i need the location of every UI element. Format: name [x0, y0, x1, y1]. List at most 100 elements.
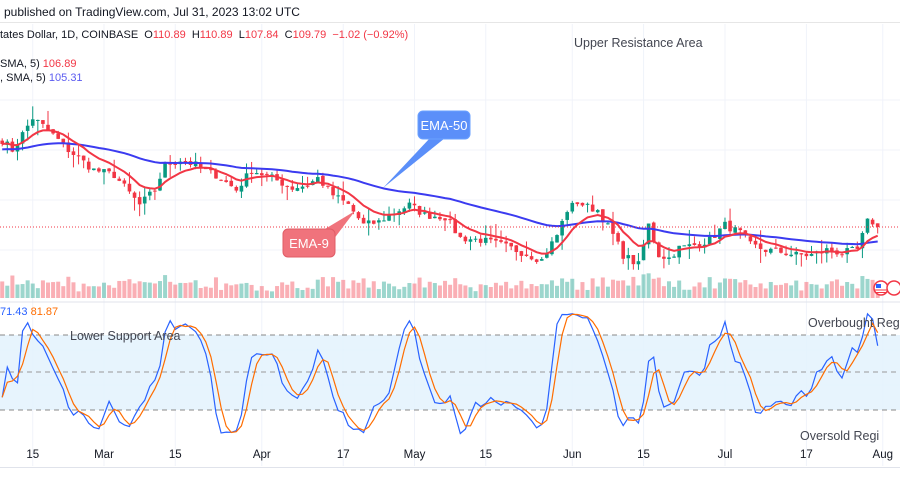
stoch-k-line: [1, 312, 879, 435]
volume-bar: [860, 276, 865, 298]
volume-bar: [712, 288, 717, 298]
volume-bars: [0, 273, 880, 298]
volume-bar: [366, 287, 371, 298]
candle-body: [723, 221, 727, 229]
volume-bar: [66, 276, 71, 298]
volume-bar: [677, 280, 682, 298]
candle-body: [763, 249, 768, 252]
candle-body: [875, 223, 880, 227]
candle-body: [707, 236, 712, 245]
candle-body: [779, 247, 783, 253]
candle-body: [870, 219, 875, 225]
oscillator-legend[interactable]: 71.43 81.87: [0, 306, 58, 318]
candle-body: [326, 185, 330, 187]
volume-bar: [387, 283, 392, 298]
volume-bar: [651, 278, 656, 298]
volume-bar: [163, 275, 168, 298]
volume-bar: [244, 282, 249, 298]
candle-body: [534, 259, 539, 262]
candle-body: [789, 254, 793, 257]
published-header: published on TradingView.com, Jul 31, 20…: [0, 0, 900, 23]
upper-resistance-label: Upper Resistance Area: [574, 36, 703, 50]
candle-body: [753, 240, 758, 245]
volume-bar: [799, 290, 804, 298]
volume-bar: [96, 286, 101, 298]
volume-bar: [208, 287, 213, 298]
ema50-legend[interactable]: , SMA, 5) 105.31: [0, 72, 83, 84]
candle-body: [422, 212, 427, 214]
volume-bar: [122, 280, 127, 298]
volume-bar: [493, 282, 498, 298]
volume-bar: [178, 282, 183, 298]
ema50-legend-value: 105.31: [48, 72, 83, 84]
candle-body: [809, 253, 814, 256]
change-value: −1.02 (−0.92%): [332, 29, 409, 41]
volume-bar: [320, 277, 325, 298]
candle-body: [254, 173, 259, 175]
volume-bar: [748, 284, 753, 298]
candle-body: [377, 220, 381, 223]
volume-bar: [213, 277, 218, 298]
volume-bar: [738, 282, 743, 298]
candle-body: [102, 169, 106, 173]
candle-body: [657, 242, 661, 258]
volume-bar: [346, 288, 351, 298]
candle-body: [804, 253, 809, 257]
candle-body: [636, 261, 641, 265]
volume-bar: [264, 290, 269, 298]
candle-body: [20, 132, 25, 144]
ema50-callout: [417, 110, 471, 140]
volume-bar: [870, 279, 875, 298]
volume-bar: [310, 288, 315, 298]
volume-bar: [443, 280, 448, 298]
candle-body: [97, 168, 101, 172]
candle-body: [41, 120, 45, 124]
volume-bar: [25, 280, 30, 298]
candle-body: [407, 202, 412, 209]
candle-body: [168, 163, 172, 165]
volume-bar: [585, 289, 590, 298]
candle-body: [315, 177, 320, 183]
volume-bar: [432, 283, 437, 298]
x-tick-label: 15: [479, 449, 492, 461]
volume-bar: [193, 280, 198, 298]
close-value: 109.79: [292, 29, 327, 41]
volume-bar: [646, 273, 651, 298]
volume-bar: [315, 279, 320, 298]
candle-body: [489, 237, 493, 240]
ema9-line: [2, 129, 879, 255]
stoch-k-value: 71.43: [0, 306, 28, 318]
candle-body: [463, 236, 468, 242]
volume-bar: [504, 281, 509, 298]
low-label: L: [238, 29, 245, 41]
candle-body: [412, 203, 417, 206]
volume-bar: [519, 280, 524, 298]
candle-body: [107, 168, 111, 172]
candle-body: [331, 187, 335, 196]
us-flag-icon[interactable]: [873, 280, 900, 296]
x-tick-label: Jul: [718, 449, 733, 461]
candle-body: [529, 256, 534, 260]
volume-bar: [290, 281, 295, 298]
volume-bar: [661, 286, 666, 298]
volume-bar: [580, 282, 585, 298]
candle-body: [117, 178, 122, 181]
symbol-legend[interactable]: tates Dollar, 1D, COINBASE O110.89 H110.…: [0, 29, 408, 41]
volume-bar: [697, 282, 702, 298]
candle-body: [774, 247, 778, 249]
volume-bar: [478, 284, 483, 298]
volume-bar: [157, 281, 162, 298]
candle-body: [234, 186, 239, 191]
volume-bar: [448, 284, 453, 298]
candle-body: [76, 155, 81, 157]
candle-body: [539, 259, 544, 261]
volume-bar: [789, 285, 794, 298]
candle-body: [590, 204, 595, 212]
volume-bar: [539, 284, 544, 298]
candle-body: [641, 244, 646, 261]
candle-body: [748, 236, 753, 242]
candle-body: [0, 140, 4, 144]
volume-bar: [280, 282, 285, 298]
ema9-legend[interactable]: SMA, 5) 106.89: [0, 58, 76, 70]
